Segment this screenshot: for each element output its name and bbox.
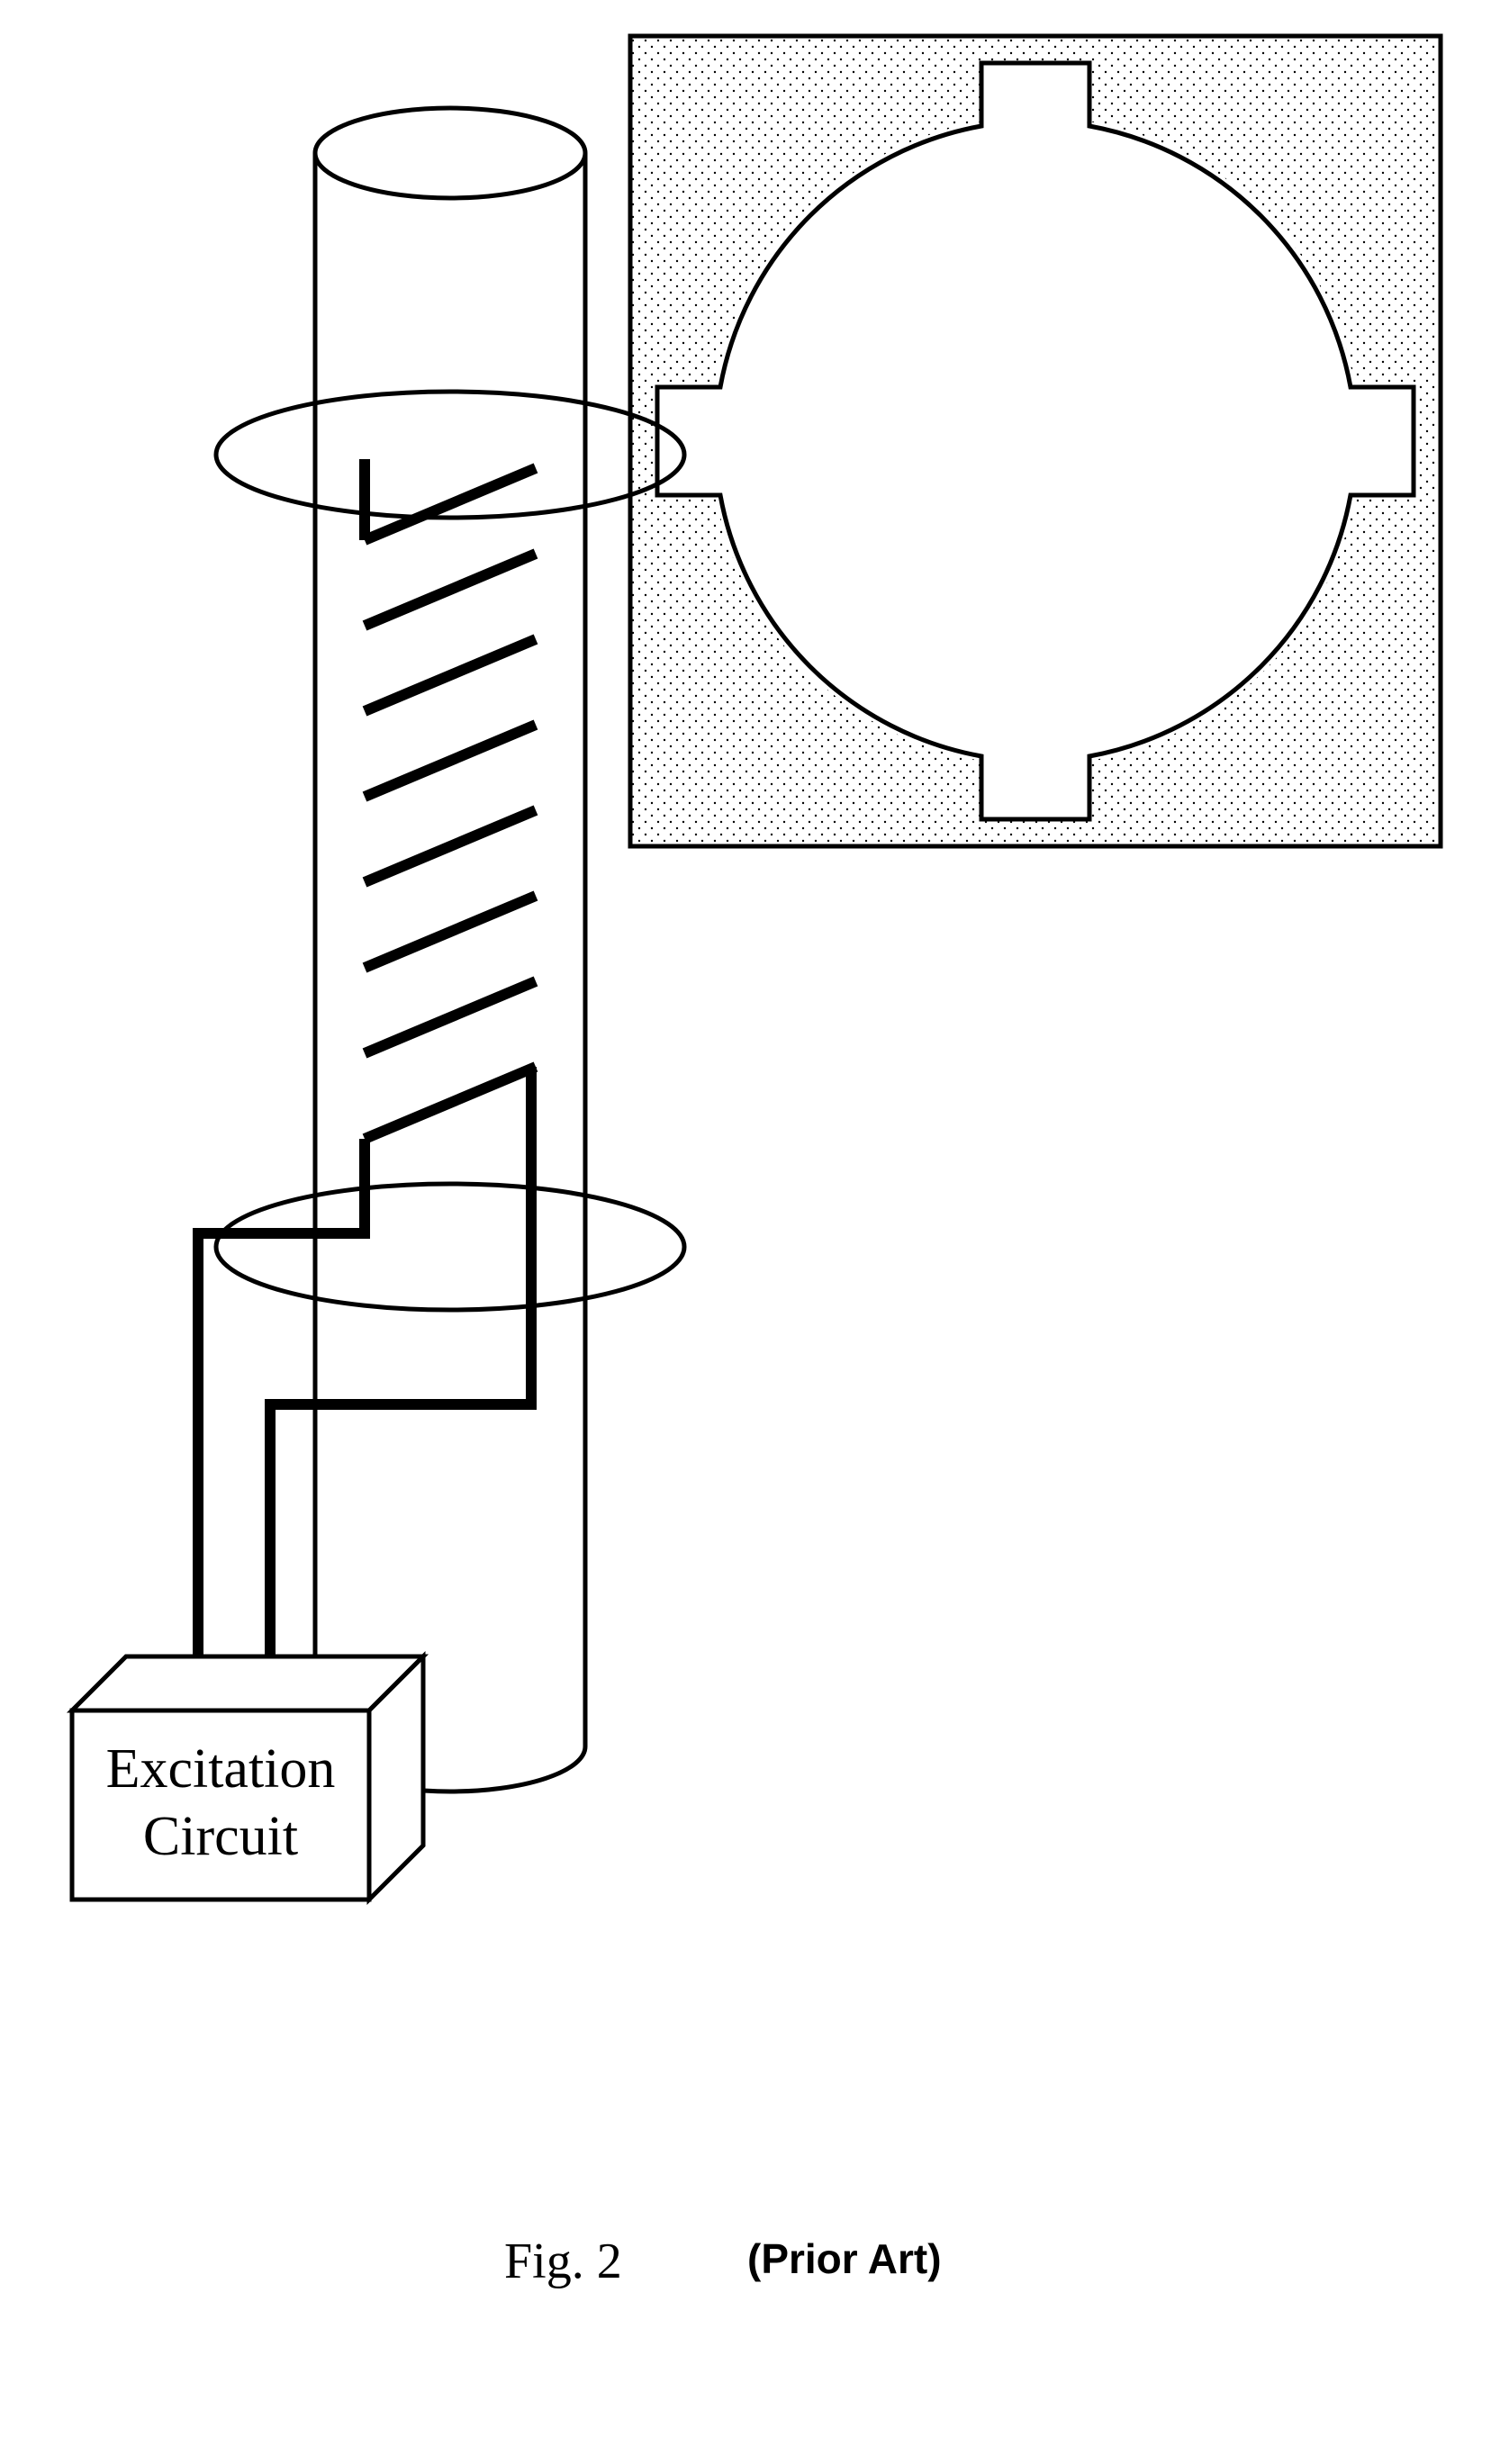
coil-tube [315, 108, 585, 1792]
figure-label: Fig. 2 [504, 2234, 622, 2289]
figure-svg: Excitation Circuit Fig. 2 (Prior Art) [0, 0, 1491, 2459]
figure-subtitle: (Prior Art) [747, 2235, 942, 2282]
excitation-label-2: Circuit [143, 1806, 298, 1867]
wires [198, 459, 531, 1706]
excitation-label-1: Excitation [106, 1738, 336, 1800]
excitation-circuit-box: Excitation Circuit [72, 1656, 423, 1900]
stator-block [630, 36, 1441, 846]
coil-windings [365, 468, 536, 1139]
diagram-container: Excitation Circuit Fig. 2 (Prior Art) [0, 0, 1491, 2459]
